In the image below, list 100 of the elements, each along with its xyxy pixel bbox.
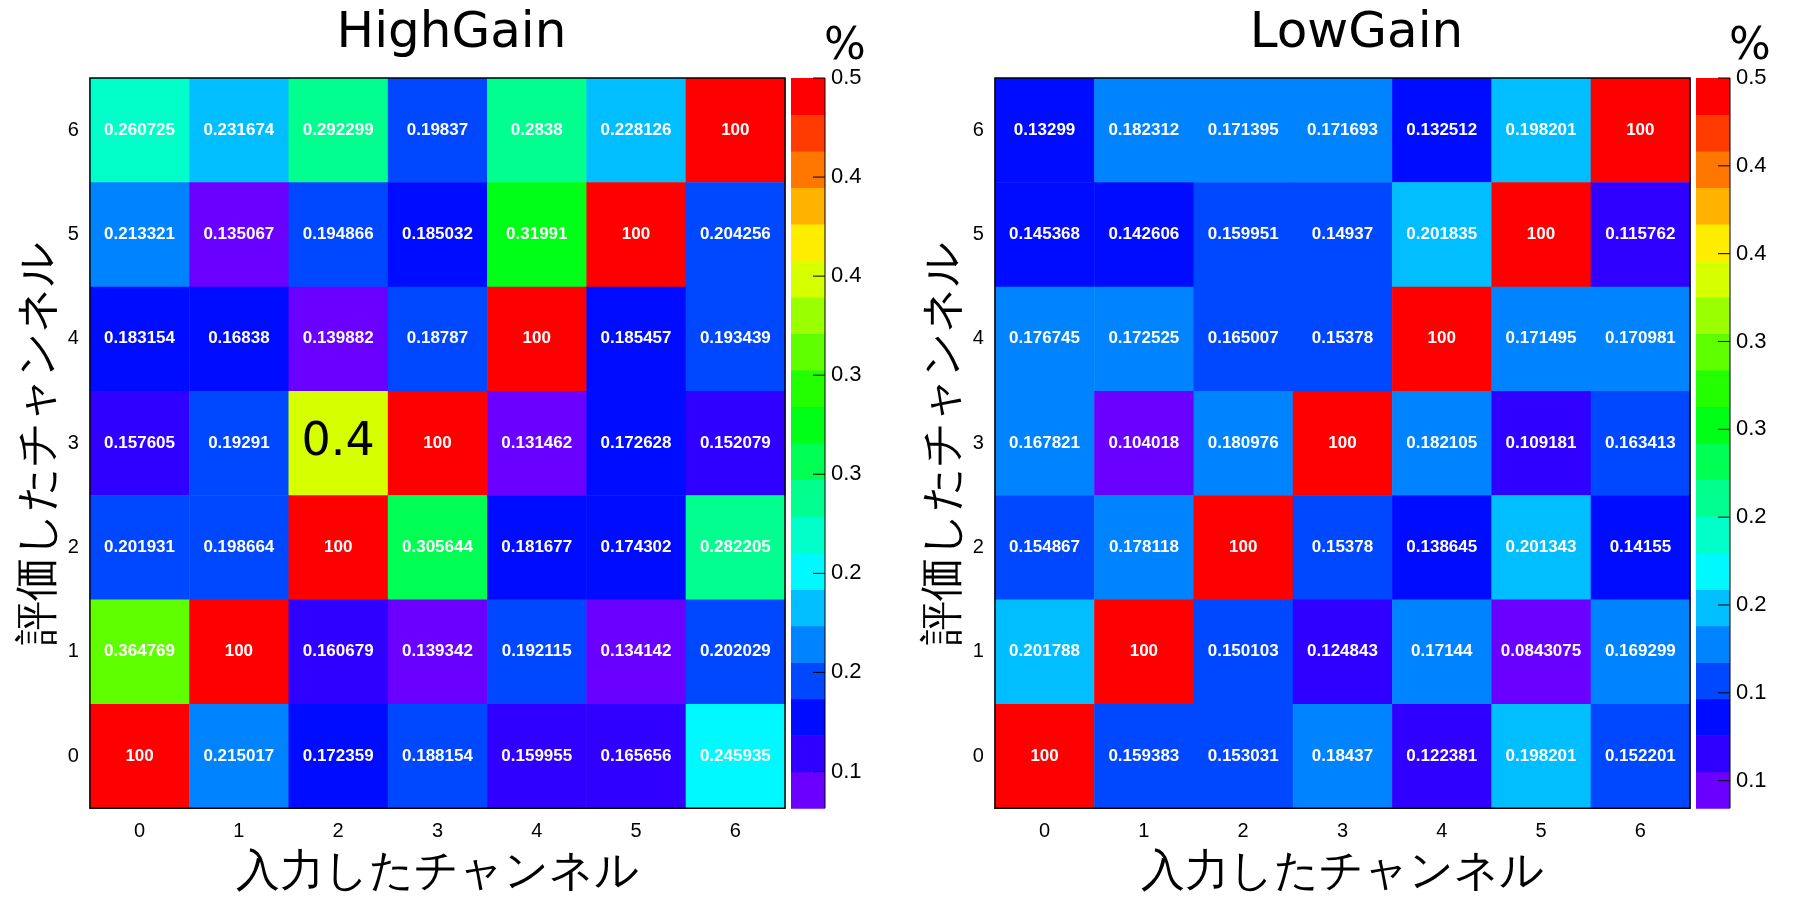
data-label: 0.15378 (1311, 328, 1374, 348)
data-label: 100 (423, 432, 452, 452)
data-label: 0.198201 (1505, 119, 1577, 139)
data-label: 0.201343 (1505, 537, 1577, 557)
data-label: 0.201835 (1406, 224, 1478, 244)
y-axis-title: 評価したチャンネル (10, 241, 60, 645)
data-label: 0.18437 (1311, 745, 1374, 765)
data-label: 100 (1526, 224, 1556, 244)
data-label: 0.194866 (302, 224, 374, 244)
y-tick-label: 3 (972, 430, 984, 453)
data-label: 0.15378 (1311, 537, 1374, 557)
data-label: 0.150103 (1207, 641, 1279, 661)
data-label: 100 (621, 224, 651, 244)
color-bar-label: 0.4 (831, 163, 862, 189)
data-label: 0.174302 (600, 537, 672, 557)
data-label: 0.202029 (699, 641, 771, 661)
data-label: 0.213321 (104, 224, 176, 244)
data-label: 0.171395 (1207, 119, 1279, 139)
data-label: 0.165007 (1207, 328, 1279, 348)
data-label: 0.115762 (1605, 224, 1676, 244)
color-bar-label: 0.3 (1736, 415, 1767, 441)
data-label: 0.204256 (699, 224, 771, 244)
data-label: 0.142606 (1108, 224, 1180, 244)
data-label: 0.305644 (402, 537, 474, 557)
y-tick-label: 5 (972, 221, 984, 244)
color-bar-label: 0.4 (831, 262, 862, 288)
data-label: 0.18787 (406, 328, 469, 348)
annotation: 0.4 (301, 412, 375, 467)
data-label: 0.138645 (1406, 537, 1478, 557)
y-tick-label: 2 (67, 534, 79, 557)
data-label: 100 (1626, 119, 1655, 139)
data-label: 0.180976 (1207, 432, 1279, 452)
x-tick-label: 1 (1138, 818, 1150, 841)
y-tick-label: 4 (972, 326, 984, 349)
chart-title: HighGain (336, 0, 567, 59)
data-label: 0.198201 (1505, 745, 1577, 765)
color-bar-label: 0.3 (831, 361, 862, 387)
y-tick-label: 6 (972, 117, 984, 140)
data-label: 0.152079 (699, 432, 771, 452)
x-tick-label: 4 (531, 818, 543, 841)
data-label: 0.231674 (203, 119, 275, 139)
data-label: 0.152201 (1604, 745, 1676, 765)
data-label: 0.19837 (406, 119, 469, 139)
data-label: 100 (721, 119, 750, 139)
data-label: 100 (1427, 328, 1456, 348)
data-label: 0.17144 (1411, 641, 1474, 661)
data-label: 0.172359 (302, 745, 374, 765)
data-label: 0.176745 (1009, 328, 1081, 348)
data-label: 0.122381 (1406, 745, 1478, 765)
data-label: 0.16838 (208, 328, 270, 348)
data-label: 0.198664 (203, 537, 275, 557)
data-label: 0.169299 (1604, 641, 1676, 661)
data-label: 0.160679 (302, 641, 374, 661)
x-tick-label: 5 (1535, 818, 1547, 841)
y-tick-label: 6 (67, 117, 79, 140)
data-label: 0.215017 (203, 745, 275, 765)
data-label: 0.159383 (1108, 745, 1180, 765)
data-label: 0.171693 (1307, 119, 1378, 139)
data-label: 0.260725 (104, 119, 176, 139)
y-tick-label: 1 (972, 639, 984, 662)
data-label: 0.170981 (1604, 328, 1676, 348)
color-bar-label: 0.1 (1736, 678, 1767, 704)
y-tick-label: 2 (972, 534, 984, 557)
color-bar-label: 0.2 (831, 559, 862, 585)
y-tick-label: 3 (67, 430, 79, 453)
x-axis-title: 入力したチャンネル (1140, 844, 1544, 894)
chart-title: LowGain (1249, 0, 1464, 59)
data-label: 0.185457 (600, 328, 672, 348)
color-bar-label: 0.3 (1736, 327, 1767, 353)
data-label: 0.159955 (501, 745, 573, 765)
y-tick-label: 5 (67, 221, 79, 244)
color-bar-label: 0.4 (1736, 151, 1767, 177)
x-tick-label: 1 (233, 818, 245, 841)
data-label: 0.282205 (699, 537, 771, 557)
color-bar-label: 0.1 (1736, 766, 1767, 792)
data-label: 0.131462 (501, 432, 573, 452)
color-bar-label: 0.1 (831, 757, 862, 783)
x-tick-label: 2 (332, 818, 344, 841)
y-tick-label: 1 (67, 639, 79, 662)
data-label: 0.124843 (1307, 641, 1378, 661)
data-label: 0.292299 (302, 119, 374, 139)
data-label: 0.132512 (1406, 119, 1478, 139)
data-label: 0.193439 (699, 328, 771, 348)
data-label: 100 (323, 537, 353, 557)
y-tick-label: 0 (67, 743, 79, 766)
x-tick-label: 4 (1436, 818, 1448, 841)
data-label: 0.167821 (1009, 432, 1081, 452)
data-label: 0.192115 (501, 641, 572, 661)
data-label: 0.13299 (1013, 119, 1076, 139)
data-label: 0.2838 (510, 119, 563, 139)
y-tick-label: 0 (972, 743, 984, 766)
x-tick-label: 2 (1237, 818, 1249, 841)
data-label: 0.364769 (104, 641, 176, 661)
data-label: 100 (1328, 432, 1357, 452)
data-label: 0.163413 (1604, 432, 1676, 452)
data-label: 0.19291 (208, 432, 270, 452)
data-label: 0.159951 (1207, 224, 1279, 244)
data-label: 0.201931 (104, 537, 176, 557)
x-axis-title: 入力したチャンネル (235, 844, 639, 894)
data-label: 0.104018 (1108, 432, 1180, 452)
